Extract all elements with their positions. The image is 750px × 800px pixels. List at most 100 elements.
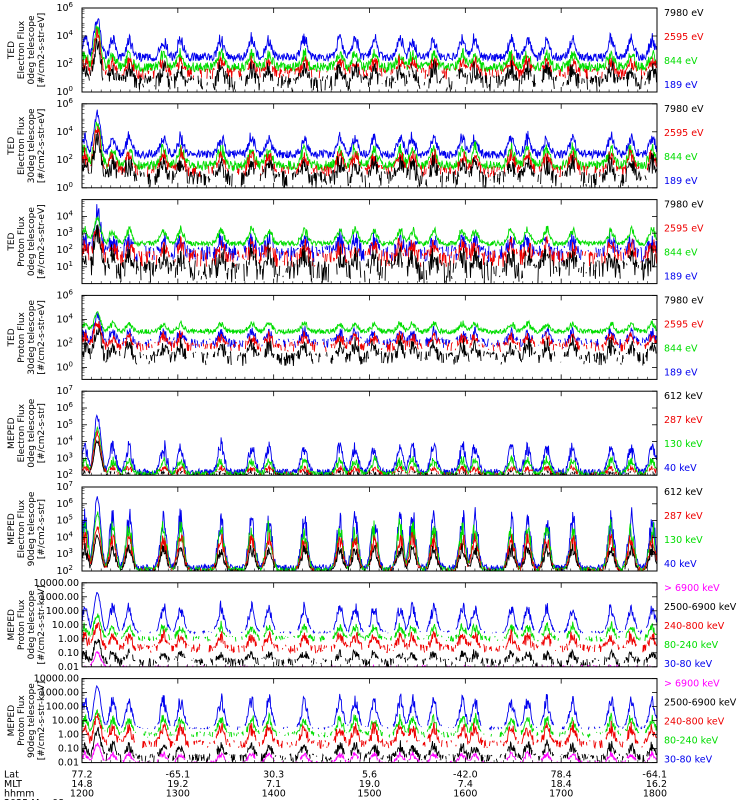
y-tick-label: 102 (56, 564, 73, 577)
y-tick-exponent: 3 (69, 547, 73, 555)
y-tick-label: 100 (56, 181, 73, 194)
y-tick-exponent: 7 (69, 384, 73, 392)
y-axis-label-line: 30deg telescope (27, 108, 37, 183)
time-axis-mlt: 14.8 (71, 779, 92, 790)
series-group (82, 17, 657, 92)
y-tick-exponent: 2 (69, 468, 73, 476)
y-tick-exponent: 3 (69, 451, 73, 459)
y-tick-exponent: 4 (69, 29, 74, 37)
time-axis-hhmm: 1500 (357, 789, 381, 800)
y-tick-exponent: 2 (69, 57, 73, 65)
legend-entry: 7980 eV (664, 104, 704, 115)
y-tick-label: 0.01 (58, 758, 79, 769)
legend-entry: 30-80 keV (664, 755, 713, 766)
y-tick-label: 0.10 (58, 648, 79, 659)
y-axis-label-line: Electron Flux (17, 116, 27, 175)
legend-entry: 287 keV (664, 415, 703, 426)
y-tick-exponent: 7 (69, 480, 73, 488)
y-tick-exponent: 5 (69, 514, 73, 522)
y-axis-label-line: Electron Flux (17, 499, 27, 558)
legend-entry: 7980 eV (664, 8, 704, 19)
y-tick-exponent: 2 (69, 564, 73, 572)
panel-6: 102 103 104 105 106 107 MEPED Electron Flux 90de… (7, 480, 703, 577)
y-tick-label: 106 (56, 1, 73, 14)
y-axis-label-line: [#/cm2-s-str-keV] (37, 585, 47, 664)
time-axis-hhmm: 1400 (262, 789, 286, 800)
y-tick-label: 104 (56, 209, 73, 222)
y-tick-exponent: 4 (69, 312, 74, 320)
y-tick-exponent: 1 (69, 260, 73, 268)
y-tick-label: 103 (56, 451, 73, 464)
y-tick-label: 105 (56, 514, 73, 527)
series-blue-line (82, 17, 657, 63)
series-red-line (82, 526, 657, 571)
y-axis-label-line: 30deg telescope (27, 300, 37, 375)
series-black-line (82, 328, 657, 367)
y-tick-exponent: 6 (69, 97, 74, 105)
y-axis-label-line: Proton Flux (17, 695, 27, 746)
series-blue-line (82, 109, 657, 161)
y-axis-label-line: [#/cm2-s-str-eV] (37, 204, 47, 279)
y-tick-label: 107 (56, 480, 73, 493)
y-axis-label-line: 90deg telescope (27, 491, 37, 566)
y-axis-label-line: Electron Flux (17, 403, 27, 462)
series-blue-line (82, 684, 657, 731)
series-group (82, 311, 657, 367)
legend-entry: 612 keV (664, 391, 703, 402)
y-axis-label-line: MEPED (7, 705, 17, 737)
legend-entry: 2595 eV (664, 32, 704, 43)
y-axis-label-line: TED (7, 41, 17, 60)
time-axis-lat: -42.0 (453, 770, 478, 781)
legend-entry: 844 eV (664, 248, 698, 259)
series-black-line (82, 224, 656, 283)
series-group (82, 591, 657, 667)
time-axis-lat: 5.6 (362, 770, 377, 781)
y-tick-label: 0.01 (58, 662, 79, 673)
time-axis-hhmm: 1800 (643, 789, 667, 800)
legend-entry: 2595 eV (664, 224, 704, 235)
y-tick-exponent: 3 (69, 226, 73, 234)
time-axis-hhmm: 1700 (549, 789, 573, 800)
y-tick-label: 104 (56, 312, 73, 325)
time-axis-row-label: MLT (4, 779, 22, 790)
y-tick-label: 104 (56, 530, 73, 543)
time-axis-mlt: 18.4 (551, 779, 572, 790)
legend-entry: 189 eV (664, 272, 698, 283)
panel-7: 0.01 0.10 1.00 10.00 100.00 1000.00 10000.00 ME… (7, 578, 737, 673)
y-axis-label-line: [#/cm2-s-str-eV] (37, 300, 47, 375)
series-green-line (82, 613, 657, 642)
y-axis-label-line: 0deg telescope (27, 15, 37, 85)
legend-entry: 80-240 keV (664, 736, 719, 747)
time-axis-lat: -64.1 (642, 770, 667, 781)
y-axis-label-line: MEPED (7, 417, 17, 449)
series-black-line (82, 638, 657, 667)
time-axis-lat: 78.4 (551, 770, 572, 781)
y-axis-label-line: Proton Flux (17, 216, 27, 267)
time-axis-lat: 77.2 (71, 770, 92, 781)
y-axis-label-line: MEPED (7, 609, 17, 641)
time-axis-mlt: 19.0 (359, 779, 380, 790)
series-blue-line (82, 414, 657, 476)
time-axis-mlt: 7.1 (266, 779, 281, 790)
y-tick-label: 104 (56, 125, 73, 138)
series-group (82, 414, 657, 476)
y-axis-label-line: [#/cm2-s-str] (37, 499, 47, 559)
y-tick-label: 100 (56, 360, 73, 373)
y-tick-label: 10.00 (52, 716, 79, 727)
y-tick-label: 102 (56, 243, 73, 256)
time-axis-hhmm: 1600 (453, 789, 477, 800)
y-tick-exponent: 4 (69, 530, 74, 538)
y-tick-label: 1000.00 (40, 592, 79, 603)
y-axis-label-line: TED (7, 137, 17, 156)
legend-entry: 844 eV (664, 152, 698, 163)
y-tick-exponent: 2 (69, 153, 73, 161)
legend-entry: > 6900 keV (664, 679, 720, 690)
y-tick-exponent: 0 (69, 181, 73, 189)
y-axis-label-line: 0deg telescope (27, 398, 37, 468)
legend-entry: 189 eV (664, 80, 698, 91)
panel-2: 100 102 104 106 TED Electron Flux 30deg telesc… (7, 97, 704, 194)
y-tick-exponent: 4 (69, 209, 74, 217)
panel-3: 101 102 103 104 TED Proton Flux 0deg telescope… (7, 199, 704, 285)
